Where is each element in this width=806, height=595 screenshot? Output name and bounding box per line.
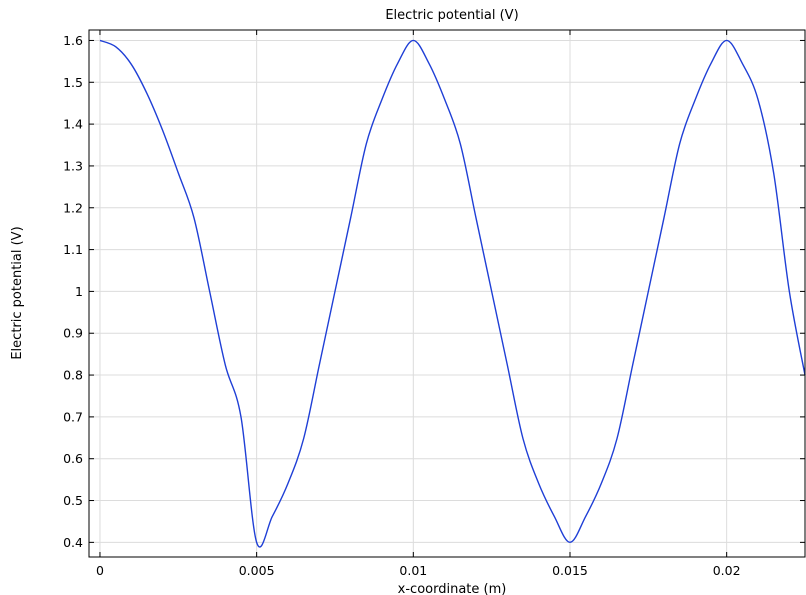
grid bbox=[89, 30, 805, 557]
y-axis-ticks: 0.4 0.5 0.6 0.7 0.8 0.9 1 1.1 1.2 1.3 1.4 1.5 1.6 bbox=[63, 33, 805, 550]
y-tick-label: 1.6 bbox=[63, 33, 83, 48]
x-axis-ticks: 0 0.005 0.01 0.015 0.02 bbox=[96, 30, 741, 578]
y-tick-label: 1.4 bbox=[63, 117, 83, 132]
y-tick-label: 0.4 bbox=[63, 535, 83, 550]
x-tick-label: 0.02 bbox=[713, 563, 741, 578]
y-tick-label: 0.6 bbox=[63, 451, 83, 466]
y-tick-label: 1.1 bbox=[63, 242, 83, 257]
y-tick-label: 0.9 bbox=[63, 326, 83, 341]
y-tick-label: 1.3 bbox=[63, 158, 83, 173]
x-tick-label: 0 bbox=[96, 563, 104, 578]
y-tick-label: 1.2 bbox=[63, 200, 83, 215]
x-tick-label: 0.005 bbox=[239, 563, 275, 578]
x-tick-label: 0.01 bbox=[399, 563, 427, 578]
y-axis-label: Electric potential (V) bbox=[10, 226, 25, 359]
series-layer bbox=[99, 39, 806, 548]
y-tick-label: 0.7 bbox=[63, 409, 83, 424]
y-tick-label: 0.5 bbox=[63, 493, 83, 508]
y-tick-label: 1 bbox=[75, 284, 83, 299]
x-tick-label: 0.015 bbox=[552, 563, 588, 578]
y-tick-label: 1.5 bbox=[63, 75, 83, 90]
y-tick-label: 0.8 bbox=[63, 368, 83, 383]
chart-title: Electric potential (V) bbox=[385, 8, 518, 23]
series-line-0 bbox=[99, 39, 806, 548]
plot-frame bbox=[88, 29, 806, 558]
x-axis-label: x-coordinate (m) bbox=[398, 582, 507, 595]
